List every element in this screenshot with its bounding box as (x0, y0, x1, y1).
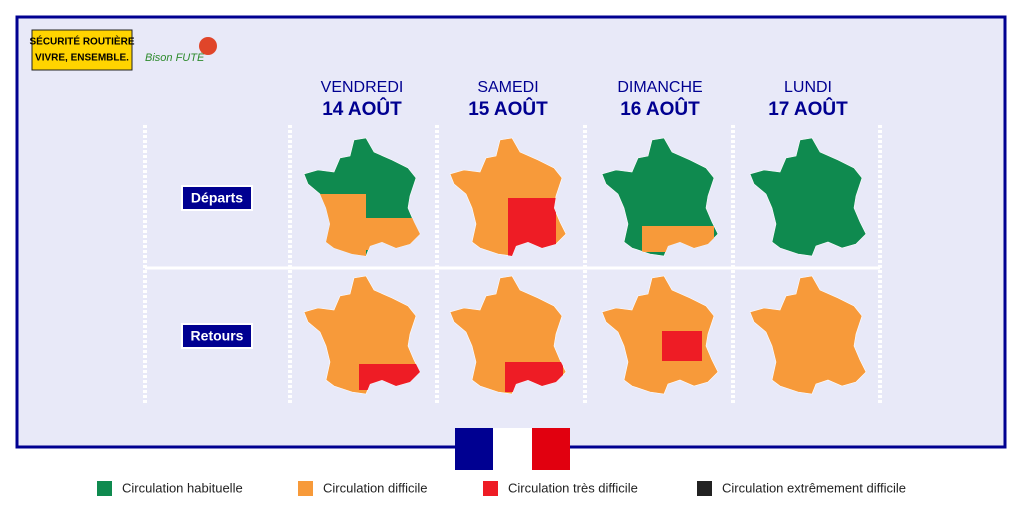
weekday: SAMEDI (477, 79, 538, 96)
legend-swatch (97, 481, 112, 496)
france-map (601, 275, 719, 395)
weekday: VENDREDI (321, 79, 404, 96)
legend-label: Circulation extrêmement difficile (722, 480, 906, 495)
date: 15 AOÛT (468, 98, 548, 120)
date: 14 AOÛT (322, 98, 402, 120)
legend-swatch (697, 481, 712, 496)
row-label-box (181, 323, 253, 349)
map-overlay (662, 331, 702, 361)
row-label: Départs (191, 190, 243, 206)
flag-blue (455, 428, 493, 470)
map-region (662, 331, 702, 361)
row-label: Retours (191, 328, 244, 344)
logo-box (31, 29, 133, 71)
legend-swatch (483, 481, 498, 496)
flag-white (493, 428, 532, 470)
legend-swatch (298, 481, 313, 496)
bison-icon (199, 37, 217, 55)
weekday: DIMANCHE (617, 79, 702, 96)
legend-label: Circulation très difficile (508, 480, 638, 495)
logo-line: VIVRE, ENSEMBLE. (35, 53, 129, 64)
logo-line: SÉCURITÉ ROUTIÈRE (29, 35, 134, 48)
row-label-box (181, 185, 253, 211)
flag-red (532, 428, 570, 470)
legend-label: Circulation difficile (323, 480, 428, 495)
legend-label: Circulation habituelle (122, 480, 243, 495)
bison-logo: Bison FUTÉ (145, 51, 205, 64)
date: 16 AOÛT (620, 98, 700, 120)
weekday: LUNDI (784, 79, 832, 96)
date: 17 AOÛT (768, 98, 848, 120)
